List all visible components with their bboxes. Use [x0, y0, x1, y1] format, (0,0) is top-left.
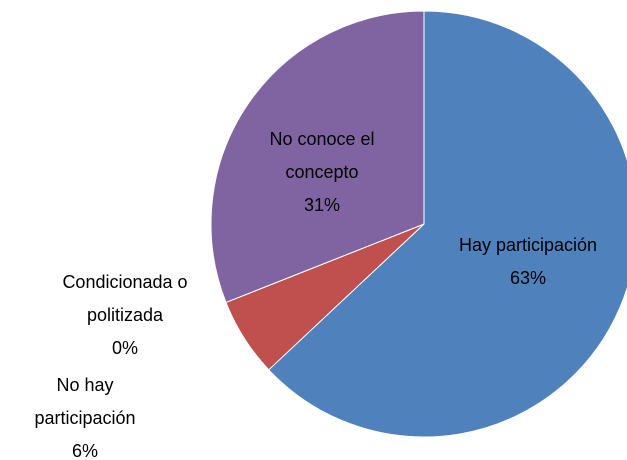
- pie-slice: [268, 10, 627, 438]
- value-label: 63%: [509, 268, 547, 288]
- category-label: Hay participación: [458, 235, 598, 255]
- value-label: 0%: [111, 338, 138, 358]
- pie-slice: [210, 10, 425, 304]
- value-label: 31%: [303, 195, 341, 215]
- category-label: No hay participación: [34, 375, 136, 428]
- data-label: No hay participación 6%: [10, 369, 160, 460]
- category-label: Condicionada o politizada: [62, 272, 188, 325]
- data-label: Hay participación 63%: [428, 229, 627, 295]
- data-label: No conoce el concepto 31%: [242, 123, 402, 222]
- data-label: Condicionada o politizada 0%: [30, 266, 220, 365]
- value-label: 6%: [71, 441, 98, 460]
- category-label: No conoce el concepto: [269, 129, 375, 182]
